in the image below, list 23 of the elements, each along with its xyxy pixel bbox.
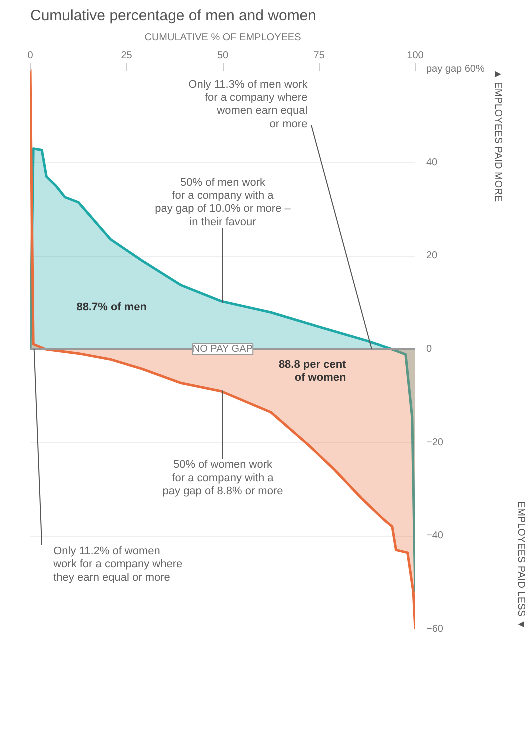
annotation: 50% of men work for a company with a pay gap of 10.0% or more – in their favour bbox=[155, 176, 292, 228]
y-tick-label: pay gap 60% bbox=[426, 64, 485, 75]
annotation: 88.7% of men bbox=[76, 302, 148, 314]
x-tick-label: 100 bbox=[407, 50, 424, 62]
y-tick-label: −20 bbox=[426, 437, 444, 448]
y-tick-label: −40 bbox=[426, 530, 444, 542]
annotation: 88.8 per cent of women bbox=[278, 358, 347, 384]
annotation: Only 11.2% of women work for a company where they earn equal or more bbox=[52, 546, 183, 584]
x-tick-label: 75 bbox=[314, 50, 326, 62]
ref-line-label: NO PAY GAP bbox=[192, 344, 254, 355]
x-tick-label: 25 bbox=[121, 50, 133, 62]
y-tick-label: 40 bbox=[426, 157, 438, 168]
annotation: Only 11.3% of men work for a company where women earn equal or more bbox=[188, 78, 308, 130]
x-tick-label: 50 bbox=[217, 50, 229, 62]
chart-title: Cumulative percentage of men and women bbox=[30, 8, 316, 24]
y-tick-label: 0 bbox=[426, 344, 432, 355]
y-tick-label: −60 bbox=[426, 624, 444, 635]
annotation: 50% of women work for a company with a pay gap of 8.8% or more bbox=[162, 459, 284, 498]
y-tick-label: 20 bbox=[426, 250, 438, 262]
text: EMPLOYEES PAID LESS ▼ bbox=[516, 501, 526, 630]
x-tick-label: 0 bbox=[28, 50, 34, 62]
x-axis-title: CUMULATIVE % OF EMPLOYEES bbox=[144, 32, 302, 44]
text: ▲ EMPLOYEES PAID MORE bbox=[492, 70, 504, 202]
